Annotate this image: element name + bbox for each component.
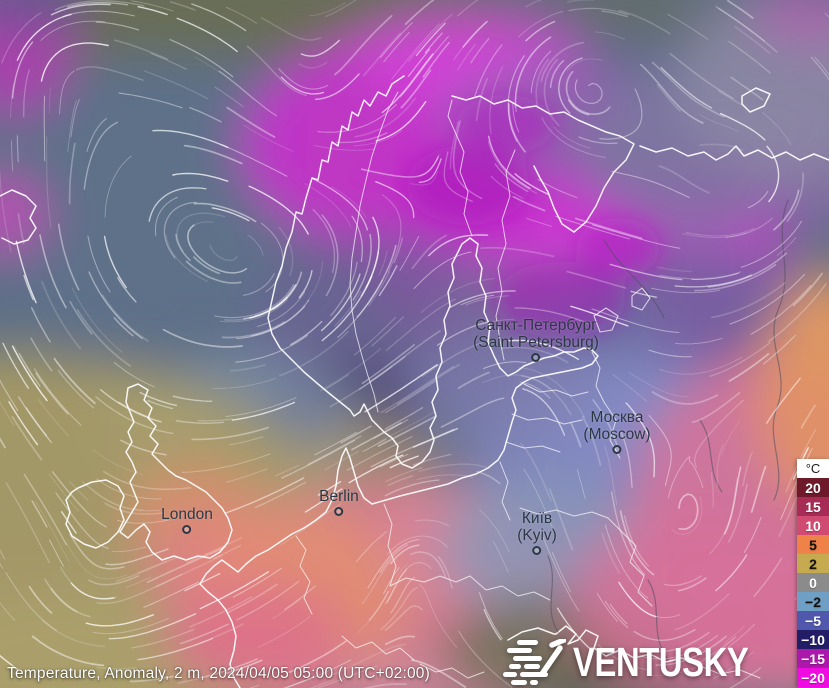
legend-cell: 5 <box>797 535 829 554</box>
city-name-latin: (Kyiv) <box>517 527 557 544</box>
legend-cell: 15 <box>797 497 829 516</box>
city-marker-icon <box>531 353 541 362</box>
legend-cell: 0 <box>797 573 829 592</box>
legend-cell: 2 <box>797 554 829 573</box>
layer-caption: Temperature, Anomaly, 2 m, 2024/04/05 05… <box>7 665 430 682</box>
legend-cell: −10 <box>797 630 829 649</box>
city-label-saint-petersburg[interactable]: Санкт-Петербург (Saint Petersburg) <box>473 317 599 362</box>
city-name-latin: (Moscow) <box>583 426 651 443</box>
legend-unit: °C <box>797 459 829 478</box>
city-name: Санкт-Петербург <box>475 317 597 334</box>
ventusky-logo-text: VENTUSKY <box>572 639 749 685</box>
city-label-london[interactable]: London <box>161 506 213 534</box>
city-name: Київ <box>521 510 553 527</box>
ventusky-logo-icon <box>502 639 566 685</box>
river-layer <box>547 199 789 661</box>
coastline-layer <box>0 75 829 688</box>
city-name-latin: (Saint Petersburg) <box>473 334 599 351</box>
temperature-legend[interactable]: °C 20 15 10 5 2 0 −2 −5 −10 −15 −20 <box>797 459 829 687</box>
city-name: London <box>161 506 213 523</box>
city-marker-icon <box>334 507 344 516</box>
legend-cell: −20 <box>797 668 829 687</box>
city-marker-icon <box>182 525 192 534</box>
city-label-berlin[interactable]: Berlin <box>319 488 359 516</box>
city-name: Москва <box>590 409 644 426</box>
city-label-moscow[interactable]: Москва (Moscow) <box>583 409 651 454</box>
city-marker-icon <box>612 445 622 454</box>
legend-cell: −2 <box>797 592 829 611</box>
ventusky-logo[interactable]: VENTUSKY <box>500 639 792 686</box>
legend-cell: 10 <box>797 516 829 535</box>
legend-cell: 20 <box>797 478 829 497</box>
city-label-kyiv[interactable]: Київ (Kyiv) <box>517 510 557 555</box>
city-name: Berlin <box>319 488 359 505</box>
legend-cell: −15 <box>797 649 829 668</box>
city-marker-icon <box>532 546 542 555</box>
legend-cell: −5 <box>797 611 829 630</box>
